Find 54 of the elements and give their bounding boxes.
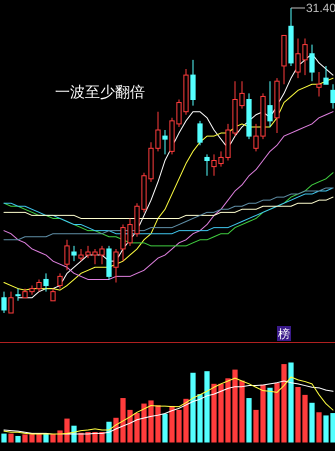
bar — [176, 410, 182, 442]
bar — [253, 410, 259, 442]
bar — [50, 434, 56, 442]
bar — [155, 405, 161, 442]
bar — [15, 436, 21, 442]
bar — [330, 413, 335, 442]
candlestick — [162, 130, 168, 155]
candlestick — [316, 72, 322, 97]
bar — [246, 398, 252, 442]
bar — [316, 412, 322, 442]
bar — [190, 372, 196, 442]
bar — [8, 434, 14, 442]
bar — [36, 434, 42, 442]
bar — [267, 388, 273, 442]
bar — [204, 371, 210, 442]
bar — [1, 434, 7, 442]
bar — [323, 415, 329, 442]
candlestick — [43, 272, 49, 292]
bar — [120, 398, 126, 442]
bar — [309, 402, 315, 442]
bar — [162, 414, 168, 442]
bar — [183, 398, 189, 442]
bar — [197, 394, 203, 442]
bar — [239, 380, 245, 442]
bar — [302, 394, 308, 442]
candlestick — [183, 68, 189, 116]
candlestick — [64, 239, 70, 271]
bar — [43, 434, 49, 442]
bar — [288, 362, 294, 442]
annotation: 一波至少翻倍 — [55, 84, 145, 101]
bar — [141, 404, 147, 442]
bar — [225, 378, 231, 442]
bar — [281, 364, 287, 442]
bar — [64, 418, 70, 442]
bar — [211, 384, 217, 442]
candlestick — [295, 38, 301, 79]
bar — [295, 386, 301, 442]
bar — [134, 413, 140, 442]
candlestick — [71, 245, 77, 262]
bar — [148, 400, 154, 442]
bar — [169, 406, 175, 442]
candlestick — [309, 44, 315, 82]
bar — [22, 434, 28, 442]
candlestick — [267, 80, 273, 128]
bar — [29, 434, 35, 442]
candlestick — [190, 59, 196, 106]
bar — [260, 384, 266, 442]
bar — [232, 370, 238, 442]
candlestick — [134, 202, 140, 238]
candlestick — [211, 154, 217, 176]
candlestick — [330, 84, 335, 110]
bar — [218, 384, 224, 442]
candlestick — [302, 38, 308, 76]
bar — [274, 383, 280, 442]
